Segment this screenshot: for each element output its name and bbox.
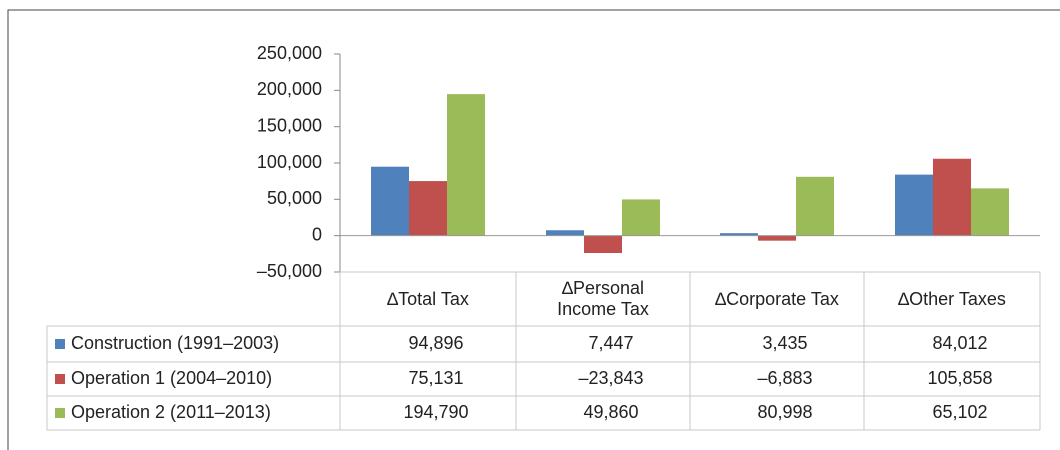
bar bbox=[409, 181, 447, 236]
y-tick-label: 200,000 bbox=[257, 79, 322, 99]
frame bbox=[7, 9, 1060, 450]
bar bbox=[720, 233, 758, 236]
bar bbox=[758, 235, 796, 241]
value-label: –23,843 bbox=[578, 368, 643, 388]
y-tick-label: 250,000 bbox=[257, 43, 322, 63]
x-tick-label: ∆Personal Income Tax bbox=[557, 278, 649, 319]
bar bbox=[796, 176, 834, 236]
category-cell: ∆Other Taxes bbox=[864, 272, 1040, 326]
bar bbox=[584, 235, 622, 253]
bar bbox=[371, 166, 409, 236]
y-tick-label: 150,000 bbox=[257, 115, 322, 135]
legend-swatch bbox=[55, 339, 65, 349]
legend-label: Operation 2 (2011–2013) bbox=[71, 402, 271, 422]
y-tick-label: 50,000 bbox=[267, 188, 322, 208]
x-tick-label: ∆Other Taxes bbox=[898, 288, 1006, 309]
category-cell-box: ∆Personal Income Tax bbox=[516, 272, 690, 326]
bar bbox=[895, 174, 933, 236]
legend-label: Construction (1991–2003) bbox=[71, 333, 279, 353]
x-tick-label: ∆Corporate Tax bbox=[715, 288, 839, 309]
y-tick-label: 0 bbox=[312, 224, 322, 244]
category-cell-box: ∆Corporate Tax bbox=[690, 272, 864, 326]
y-tick-label: –50,000 bbox=[257, 261, 322, 281]
value-label: 80,998 bbox=[757, 402, 812, 422]
value-label: 49,860 bbox=[583, 402, 638, 422]
category-cell-box: ∆Total Tax bbox=[340, 272, 516, 326]
value-label: –6,883 bbox=[757, 368, 812, 388]
value-label: 105,858 bbox=[927, 368, 992, 388]
bar bbox=[622, 199, 660, 236]
category-cell-box: ∆Other Taxes bbox=[864, 272, 1040, 326]
bar bbox=[546, 230, 584, 236]
bar bbox=[447, 94, 485, 236]
value-label: 3,435 bbox=[762, 333, 807, 353]
category-cell: ∆Personal Income Tax bbox=[516, 272, 690, 326]
y-tick-label: 100,000 bbox=[257, 152, 322, 172]
bar bbox=[971, 188, 1009, 236]
bar bbox=[933, 158, 971, 236]
category-cell: ∆Corporate Tax bbox=[690, 272, 864, 326]
legend-swatch bbox=[55, 408, 65, 418]
value-label: 84,012 bbox=[932, 333, 987, 353]
x-tick-label: ∆Total Tax bbox=[387, 288, 469, 309]
value-label: 94,896 bbox=[408, 333, 463, 353]
legend-swatch bbox=[55, 374, 65, 384]
value-label: 75,131 bbox=[408, 368, 463, 388]
legend-label: Operation 1 (2004–2010) bbox=[71, 368, 272, 388]
value-label: 7,447 bbox=[588, 333, 633, 353]
category-cell: ∆Total Tax bbox=[340, 272, 516, 326]
value-label: 194,790 bbox=[403, 402, 468, 422]
value-label: 65,102 bbox=[932, 402, 987, 422]
